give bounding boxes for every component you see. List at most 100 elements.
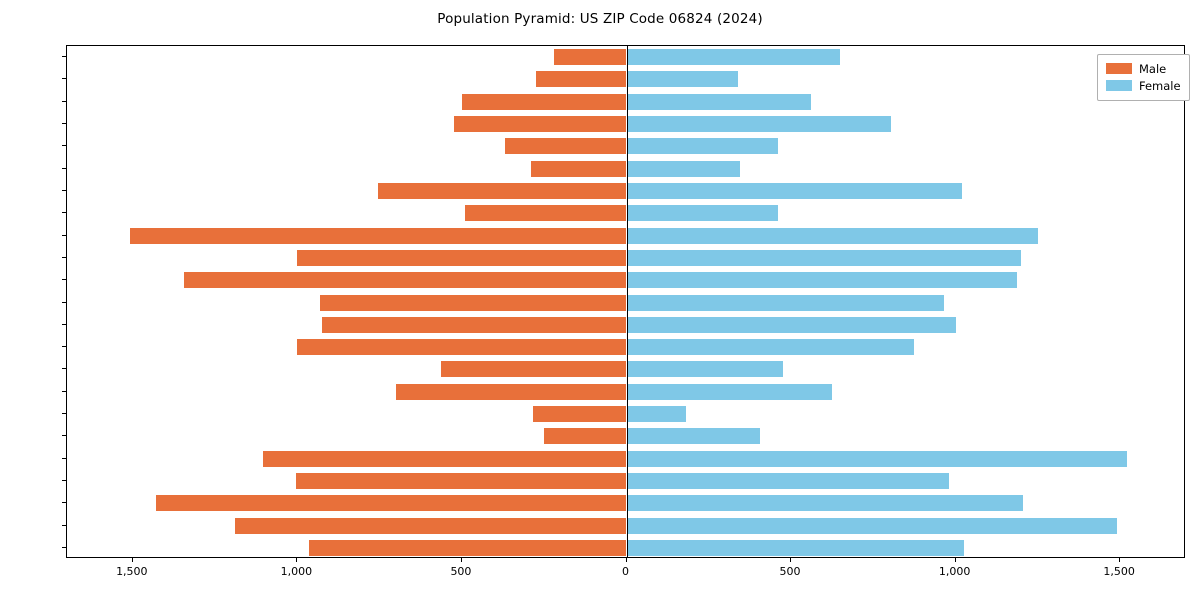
bar-male[interactable]: [320, 294, 627, 311]
plot-area: [66, 45, 1185, 558]
x-axis-tick-mark: [790, 558, 792, 562]
bar-male[interactable]: [453, 116, 627, 133]
legend-item-male[interactable]: Male: [1106, 60, 1181, 77]
zero-axis-line: [626, 46, 628, 557]
bar-male[interactable]: [532, 406, 627, 423]
bar-female[interactable]: [626, 205, 778, 222]
bar-female[interactable]: [626, 294, 945, 311]
bar-female[interactable]: [626, 316, 956, 333]
y-axis-tick-mark: [62, 234, 66, 236]
bar-female[interactable]: [626, 450, 1127, 467]
bar-row: [67, 339, 1184, 356]
y-axis-tick-mark: [62, 100, 66, 102]
legend-label-female: Female: [1139, 78, 1181, 93]
bar-row: [67, 294, 1184, 311]
x-axis-tick-mark: [954, 558, 956, 562]
bar-male[interactable]: [504, 138, 627, 155]
bars-layer: [67, 46, 1184, 557]
bar-male[interactable]: [396, 383, 627, 400]
bar-female[interactable]: [626, 249, 1022, 266]
bar-female[interactable]: [626, 495, 1024, 512]
legend-swatch-male-icon: [1106, 63, 1132, 74]
bar-row: [67, 116, 1184, 133]
y-axis-tick-mark: [62, 123, 66, 125]
legend-item-female[interactable]: Female: [1106, 77, 1181, 94]
bar-male[interactable]: [554, 49, 627, 66]
bar-female[interactable]: [626, 428, 760, 445]
bar-male[interactable]: [297, 339, 627, 356]
bar-row: [67, 450, 1184, 467]
x-axis-tick-mark: [460, 558, 462, 562]
bar-row: [67, 428, 1184, 445]
bar-male[interactable]: [297, 249, 627, 266]
y-axis-tick-mark: [62, 390, 66, 392]
y-axis-tick-mark: [62, 56, 66, 58]
x-axis-tick-mark: [131, 558, 133, 562]
bar-male[interactable]: [129, 227, 627, 244]
y-axis-tick-mark: [62, 189, 66, 191]
bar-female[interactable]: [626, 472, 950, 489]
bar-row: [67, 182, 1184, 199]
y-axis-tick-mark: [62, 279, 66, 281]
bar-male[interactable]: [440, 361, 627, 378]
y-axis-tick-mark: [62, 413, 66, 415]
y-axis-tick-mark: [62, 346, 66, 348]
bar-female[interactable]: [626, 71, 739, 88]
bar-male[interactable]: [544, 428, 627, 445]
bar-female[interactable]: [626, 361, 783, 378]
bar-row: [67, 138, 1184, 155]
bar-row: [67, 383, 1184, 400]
y-axis-tick-mark: [62, 435, 66, 437]
bar-female[interactable]: [626, 517, 1117, 534]
bar-female[interactable]: [626, 138, 778, 155]
bar-male[interactable]: [234, 517, 627, 534]
bar-female[interactable]: [626, 227, 1038, 244]
x-axis-tick-mark: [1119, 558, 1121, 562]
bar-male[interactable]: [461, 93, 627, 110]
bar-row: [67, 406, 1184, 423]
bar-male[interactable]: [295, 472, 627, 489]
bar-male[interactable]: [155, 495, 627, 512]
y-axis-tick-mark: [62, 301, 66, 303]
bar-male[interactable]: [308, 539, 627, 556]
bar-male[interactable]: [322, 316, 627, 333]
x-axis-tick-label: 1,500: [1103, 565, 1135, 578]
x-axis-tick-label: 0: [622, 565, 629, 578]
bar-row: [67, 272, 1184, 289]
bar-female[interactable]: [626, 539, 964, 556]
bar-female[interactable]: [626, 406, 686, 423]
y-axis-tick-mark: [62, 323, 66, 325]
bar-female[interactable]: [626, 49, 841, 66]
bar-row: [67, 472, 1184, 489]
bar-female[interactable]: [626, 339, 915, 356]
bar-male[interactable]: [378, 182, 627, 199]
y-axis-tick-mark: [62, 78, 66, 80]
bar-male[interactable]: [465, 205, 627, 222]
bar-female[interactable]: [626, 160, 741, 177]
bar-row: [67, 539, 1184, 556]
bar-row: [67, 49, 1184, 66]
bar-female[interactable]: [626, 383, 833, 400]
bar-row: [67, 517, 1184, 534]
bar-male[interactable]: [183, 272, 627, 289]
y-axis-tick-mark: [62, 457, 66, 459]
bar-male[interactable]: [535, 71, 627, 88]
bar-row: [67, 495, 1184, 512]
bar-female[interactable]: [626, 272, 1017, 289]
bar-male[interactable]: [531, 160, 627, 177]
y-axis-tick-mark: [62, 546, 66, 548]
x-axis-tick-mark: [296, 558, 298, 562]
bar-female[interactable]: [626, 116, 892, 133]
y-axis-tick-mark: [62, 524, 66, 526]
y-axis-tick-mark: [62, 479, 66, 481]
bar-row: [67, 361, 1184, 378]
y-axis-tick-mark: [62, 368, 66, 370]
bar-male[interactable]: [262, 450, 627, 467]
x-axis-tick-mark: [625, 558, 627, 562]
x-axis-tick-label: 500: [450, 565, 472, 578]
bar-female[interactable]: [626, 182, 963, 199]
legend-swatch-female-icon: [1106, 80, 1132, 91]
bar-row: [67, 205, 1184, 222]
bar-female[interactable]: [626, 93, 811, 110]
